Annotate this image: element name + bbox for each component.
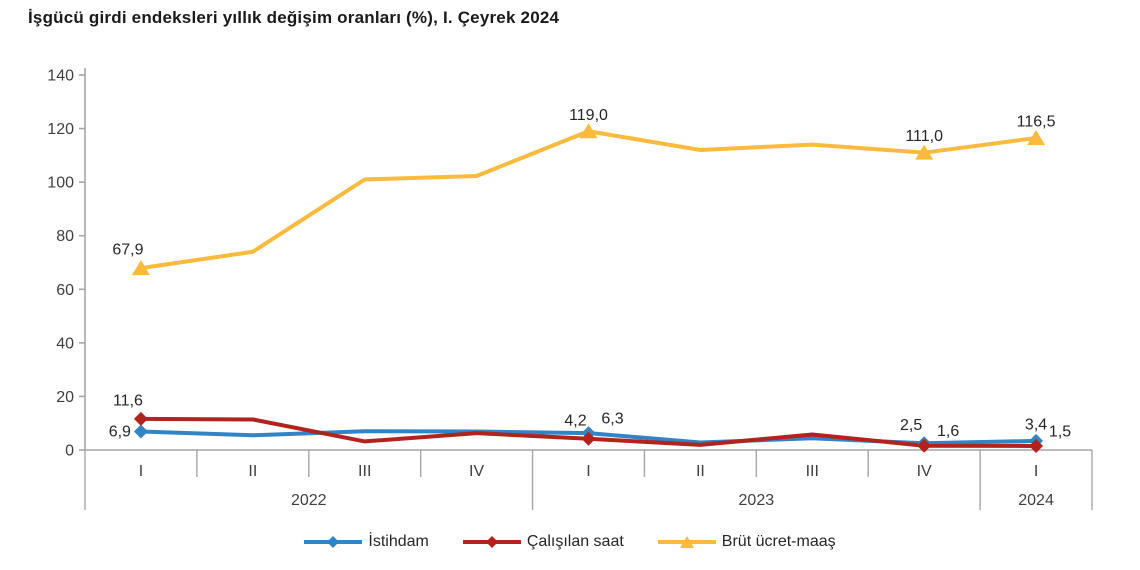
y-tick-label: 120 — [47, 121, 74, 138]
marker-calisilan-saat — [917, 438, 932, 453]
data-label: 4,2 — [564, 412, 586, 429]
x-tick-label: II — [696, 463, 705, 480]
chart-legend: İstihdam Çalışılan saat Brüt ücret-maaş — [0, 533, 1140, 551]
legend-item-calisilan-saat: Çalışılan saat — [462, 533, 624, 551]
data-label: 3,4 — [1025, 416, 1047, 433]
data-label: 1,6 — [937, 423, 959, 440]
series-line-brut-ucret-maas — [138, 129, 1039, 271]
data-label: 119,0 — [569, 107, 608, 124]
marker-istihdam — [133, 424, 148, 439]
y-tick-label: 60 — [56, 282, 74, 299]
data-label: 6,9 — [109, 424, 131, 441]
year-label: 2022 — [291, 492, 327, 509]
legend-swatch-calisilan-saat — [462, 534, 521, 550]
y-tick-label: 80 — [56, 228, 74, 245]
legend-label-calisilan-saat: Çalışılan saat — [526, 533, 624, 550]
y-tick-label: 140 — [47, 68, 74, 85]
x-tick-label: I — [1034, 463, 1038, 480]
y-tick-label: 40 — [56, 335, 74, 352]
marker-calisilan-saat — [581, 431, 596, 446]
x-tick-label: IV — [917, 463, 932, 480]
data-label: 2,5 — [900, 417, 922, 434]
marker-brut-ucret-maas — [1027, 129, 1046, 145]
x-tick-label: I — [139, 463, 143, 480]
y-tick-label: 20 — [56, 389, 74, 406]
x-tick-label: I — [586, 463, 590, 480]
data-label: 6,3 — [601, 411, 623, 428]
data-label: 67,9 — [112, 242, 143, 259]
data-label: 116,5 — [1017, 113, 1056, 130]
y-tick-label: 100 — [47, 175, 74, 192]
data-label: 111,0 — [905, 128, 943, 145]
legend-marker-calisilan-saat — [462, 536, 521, 548]
data-label: 1,5 — [1049, 423, 1071, 440]
legend-label-brut-ucret-maas: Brüt ücret-maaş — [721, 533, 836, 550]
legend-swatch-brut-ucret-maas — [657, 534, 716, 550]
marker-brut-ucret-maas — [579, 123, 598, 139]
x-tick-label: III — [358, 463, 371, 480]
chart-title: İşgücü girdi endeksleri yıllık değişim o… — [28, 8, 560, 27]
legend-item-istihdam: İstihdam — [304, 533, 429, 551]
year-label: 2023 — [739, 492, 775, 509]
marker-calisilan-saat — [1029, 438, 1044, 453]
marker-brut-ucret-maas — [915, 144, 934, 160]
marker-brut-ucret-maas — [131, 260, 150, 276]
legend-label-istihdam: İstihdam — [368, 533, 429, 550]
x-tick-label: III — [806, 463, 819, 480]
x-tick-label: II — [248, 463, 257, 480]
data-label: 11,6 — [113, 392, 143, 409]
legend-marker-istihdam — [304, 536, 363, 548]
year-label: 2024 — [1018, 492, 1054, 509]
legend-item-brut-ucret-maas: Brüt ücret-maaş — [657, 533, 836, 551]
legend-marker-brut-ucret-maas — [657, 536, 716, 548]
legend-swatch-istihdam — [304, 534, 363, 550]
y-tick-label: 0 — [65, 443, 74, 460]
marker-calisilan-saat — [133, 411, 148, 426]
x-tick-label: IV — [469, 463, 484, 480]
